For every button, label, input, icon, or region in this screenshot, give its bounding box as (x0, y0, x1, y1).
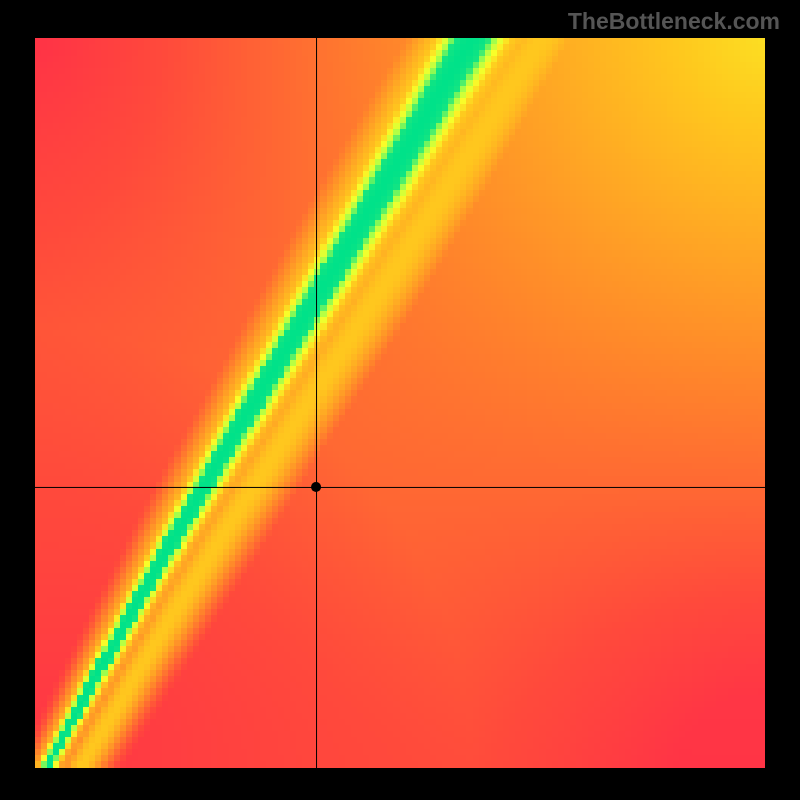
watermark-text: TheBottleneck.com (568, 8, 780, 35)
chart-container: TheBottleneck.com (0, 0, 800, 800)
heatmap-canvas (35, 38, 765, 768)
